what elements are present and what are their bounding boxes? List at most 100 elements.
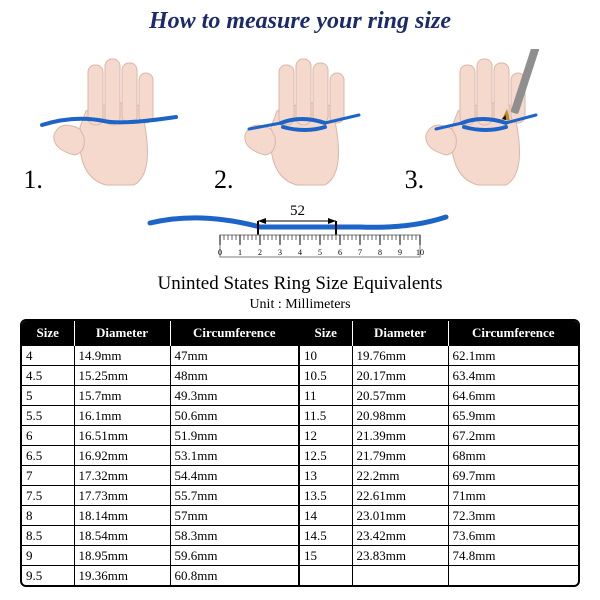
table-cell: 13 — [300, 466, 352, 486]
table-cell: 19.36mm — [74, 566, 170, 586]
table-cell: 10.5 — [300, 366, 352, 386]
table-cell: 13.5 — [300, 486, 352, 506]
table-cell: 68mm — [448, 446, 578, 466]
table-cell: 14.9mm — [74, 346, 170, 366]
table-cell: 10 — [300, 346, 352, 366]
step-1: 1. — [19, 57, 199, 189]
svg-text:10: 10 — [416, 248, 424, 257]
table-cell: 8 — [22, 506, 74, 526]
page-title: How to measure your ring size — [14, 8, 586, 35]
table-cell: 14.5 — [300, 526, 352, 546]
table-cell: 9.5 — [22, 566, 74, 586]
table-cell: 49.3mm — [170, 386, 298, 406]
svg-text:8: 8 — [378, 248, 382, 257]
table-row: 5.516.1mm50.6mm — [22, 406, 298, 426]
step-label: 2. — [214, 165, 234, 195]
table-cell: 9 — [22, 546, 74, 566]
table-cell: 74.8mm — [448, 546, 578, 566]
step-3: 3. — [401, 49, 581, 189]
steps-row: 1. 2. — [14, 39, 586, 189]
table-cell: 48mm — [170, 366, 298, 386]
table-cell: 54.4mm — [170, 466, 298, 486]
svg-text:1: 1 — [238, 248, 242, 257]
table-row: 1120.57mm64.6mm — [300, 386, 578, 406]
table-cell: 23.01mm — [352, 506, 448, 526]
table-cell: 53.1mm — [170, 446, 298, 466]
table-cell: 18.95mm — [74, 546, 170, 566]
table-cell: 21.79mm — [352, 446, 448, 466]
table-cell: 17.73mm — [74, 486, 170, 506]
table-cell — [448, 566, 578, 586]
infographic-canvas: How to measure your ring size — [0, 0, 600, 600]
svg-text:4: 4 — [298, 248, 302, 257]
table-cell: 14 — [300, 506, 352, 526]
table-cell: 18.54mm — [74, 526, 170, 546]
table-cell: 51.9mm — [170, 426, 298, 446]
table-row: 11.520.98mm65.9mm — [300, 406, 578, 426]
svg-text:9: 9 — [398, 248, 402, 257]
table-cell: 60.8mm — [170, 566, 298, 586]
table-row: 1423.01mm72.3mm — [300, 506, 578, 526]
col-header: Size — [22, 321, 74, 346]
table-cell: 62.1mm — [448, 346, 578, 366]
svg-text:3: 3 — [278, 248, 282, 257]
table-row: 13.522.61mm71mm — [300, 486, 578, 506]
table-cell: 17.32mm — [74, 466, 170, 486]
svg-text:7: 7 — [358, 248, 362, 257]
table-cell: 22.2mm — [352, 466, 448, 486]
table-cell: 63.4mm — [448, 366, 578, 386]
table-row: 14.523.42mm73.6mm — [300, 526, 578, 546]
table-cell: 18.14mm — [74, 506, 170, 526]
table-cell: 20.57mm — [352, 386, 448, 406]
table-cell: 16.51mm — [74, 426, 170, 446]
table-row: 12.521.79mm68mm — [300, 446, 578, 466]
col-header: Circumference — [170, 321, 298, 346]
svg-text:0: 0 — [218, 248, 222, 257]
table-cell: 65.9mm — [448, 406, 578, 426]
table-cell: 7 — [22, 466, 74, 486]
table-row: 1221.39mm67.2mm — [300, 426, 578, 446]
table-cell: 19.76mm — [352, 346, 448, 366]
table-cell: 47mm — [170, 346, 298, 366]
table-cell: 5.5 — [22, 406, 74, 426]
table-row: 717.32mm54.4mm — [22, 466, 298, 486]
svg-text:5: 5 — [318, 248, 322, 257]
table-cell: 4 — [22, 346, 74, 366]
hand-icon — [34, 57, 184, 189]
table-row: 818.14mm57mm — [22, 506, 298, 526]
table-cell: 4.5 — [22, 366, 74, 386]
table-cell: 11.5 — [300, 406, 352, 426]
table-cell: 71mm — [448, 486, 578, 506]
table-cell — [352, 566, 448, 586]
table-row: 7.517.73mm55.7mm — [22, 486, 298, 506]
table-cell: 16.1mm — [74, 406, 170, 426]
step-label: 1. — [23, 165, 43, 195]
size-table-left: SizeDiameterCircumference 414.9mm47mm4.5… — [22, 321, 298, 585]
table-cell: 5 — [22, 386, 74, 406]
table-cell: 20.17mm — [352, 366, 448, 386]
table-row: 10.520.17mm63.4mm — [300, 366, 578, 386]
table-cell: 58.3mm — [170, 526, 298, 546]
table-cell: 73.6mm — [448, 526, 578, 546]
table-cell: 50.6mm — [170, 406, 298, 426]
table-cell: 21.39mm — [352, 426, 448, 446]
table-cell: 12.5 — [300, 446, 352, 466]
table-cell: 55.7mm — [170, 486, 298, 506]
table-row: 1322.2mm69.7mm — [300, 466, 578, 486]
table-unit: Unit : Millimeters — [14, 297, 586, 313]
hand-icon — [225, 57, 375, 189]
table-row: 4.515.25mm48mm — [22, 366, 298, 386]
step-label: 3. — [405, 165, 425, 195]
table-cell: 12 — [300, 426, 352, 446]
table-cell: 15 — [300, 546, 352, 566]
table-cell: 15.25mm — [74, 366, 170, 386]
step-2: 2. — [210, 57, 390, 189]
table-cell: 22.61mm — [352, 486, 448, 506]
col-header: Circumference — [448, 321, 578, 346]
table-cell: 72.3mm — [448, 506, 578, 526]
table-row: 1019.76mm62.1mm — [300, 346, 578, 366]
svg-text:2: 2 — [258, 248, 262, 257]
table-cell: 23.83mm — [352, 546, 448, 566]
table-cell — [300, 566, 352, 586]
table-cell: 69.7mm — [448, 466, 578, 486]
